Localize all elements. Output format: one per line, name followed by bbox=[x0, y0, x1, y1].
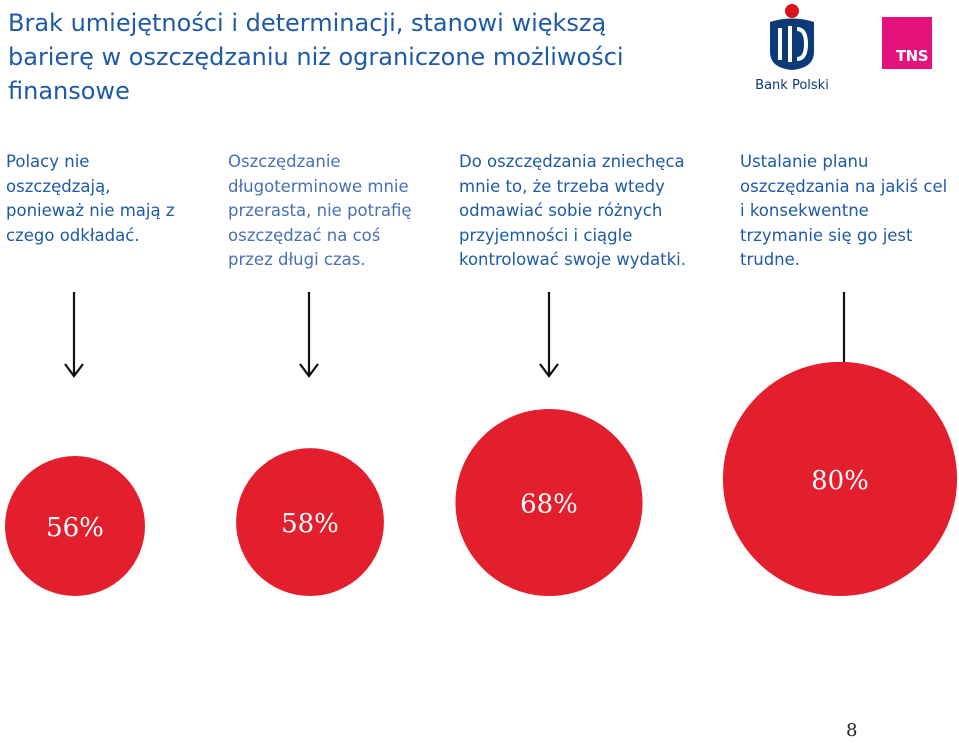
statement-2-line: długoterminowe mnie bbox=[228, 176, 409, 196]
statement-3-line: kontrolować swoje wydatki. bbox=[459, 250, 686, 269]
bubble-1 bbox=[5, 456, 145, 596]
statement-4-line: i konsekwentne bbox=[740, 201, 869, 220]
statement-3-line: Do oszczędzania zniechęca bbox=[459, 152, 685, 171]
bubble-label-4: 80% bbox=[811, 466, 869, 496]
bubble-2 bbox=[236, 448, 384, 596]
bubble-3 bbox=[455, 408, 643, 596]
statement-4-line: trudne. bbox=[740, 250, 801, 269]
pko-emblem-icon bbox=[770, 4, 814, 70]
pko-emblem-dot bbox=[785, 4, 799, 18]
pko-logo-text: Bank Polski bbox=[755, 78, 829, 93]
statement-1-line: ponieważ nie mają z bbox=[6, 201, 175, 220]
arrow-down-icon bbox=[64, 292, 84, 378]
pko-bank-polski-logo: Bank Polski bbox=[752, 2, 832, 98]
bubble-label-2: 58% bbox=[281, 509, 339, 539]
statement-3-line: mnie to, że trzeba wtedy bbox=[459, 176, 665, 196]
arrow-down-icon bbox=[299, 292, 319, 378]
statement-3-line: odmawiać sobie różnych bbox=[459, 201, 663, 220]
statement-2: Oszczędzanie długoterminowe mnie przeras… bbox=[228, 150, 412, 273]
statement-1-line: Polacy nie bbox=[6, 152, 90, 171]
statement-2-line: przez długi czas. bbox=[228, 250, 366, 269]
statement-3: Do oszczędzania zniechęca mnie to, że tr… bbox=[459, 150, 686, 273]
statement-1-line: czego odkładać. bbox=[6, 225, 140, 245]
tns-logo: TNS bbox=[882, 17, 932, 69]
statement-2-line: przerasta, nie potrafię bbox=[228, 201, 412, 220]
statement-1: Polacy nie oszczędzają, ponieważ nie maj… bbox=[6, 150, 175, 248]
bubble-4 bbox=[722, 361, 958, 596]
bubble-label-3: 68% bbox=[520, 489, 578, 519]
pko-emblem-stripe-p bbox=[778, 28, 782, 60]
statement-2-line: Oszczędzanie bbox=[228, 152, 341, 171]
pko-emblem-stripe-k bbox=[788, 26, 792, 62]
statement-1-line: oszczędzają, bbox=[6, 176, 111, 196]
statement-3-line: przyjemności i ciągle bbox=[459, 225, 633, 245]
page-number: 8 bbox=[846, 720, 858, 741]
statement-4: Ustalanie planu oszczędzania na jakiś ce… bbox=[740, 150, 947, 273]
statement-4-line: oszczędzania na jakiś cel bbox=[740, 176, 948, 196]
arrow-down-icon bbox=[539, 292, 559, 378]
bubble-label-1: 56% bbox=[46, 513, 104, 543]
statement-2-line: oszczędzać na coś bbox=[228, 225, 381, 245]
tns-logo-text: TNS bbox=[895, 47, 929, 65]
slide-title: Brak umiejętności i determinacji, stanow… bbox=[8, 9, 624, 105]
pko-emblem-stripe-o bbox=[796, 27, 809, 61]
statement-4-line: trzymanie się go jest bbox=[740, 225, 913, 245]
statement-4-line: Ustalanie planu bbox=[740, 152, 869, 171]
